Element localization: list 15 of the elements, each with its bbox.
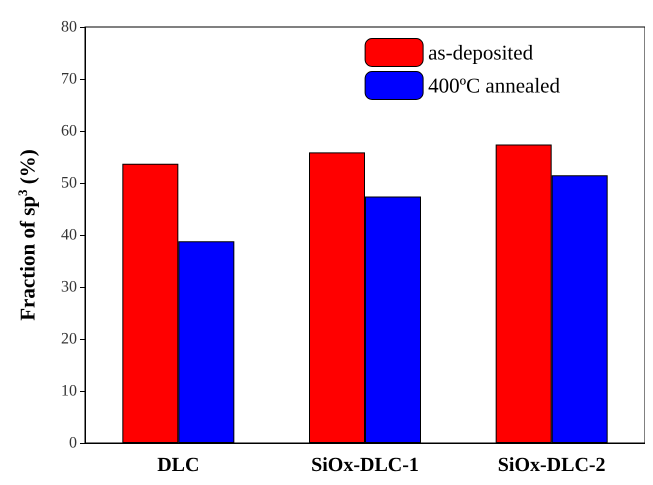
- y-tick-label: 40: [61, 226, 77, 244]
- y-tick-label: 10: [61, 382, 77, 400]
- x-tick-label: DLC: [157, 454, 200, 476]
- y-tick-label: 50: [61, 174, 77, 192]
- y-tick-label: 70: [61, 70, 77, 88]
- legend-label: as-deposited: [428, 40, 534, 64]
- y-axis-title: Fraction of sp3 (%): [15, 149, 40, 321]
- y-tick-label: 0: [69, 434, 77, 452]
- legend-label: 400ºC annealed: [428, 74, 560, 98]
- y-tick-label: 60: [61, 122, 77, 140]
- y-tick-label: 20: [61, 330, 77, 348]
- y-tick-label: 80: [61, 18, 77, 36]
- x-tick-label: SiOx-DLC-2: [498, 454, 606, 476]
- x-tick-label: SiOx-DLC-1: [311, 454, 419, 476]
- y-tick-label: 30: [61, 278, 77, 296]
